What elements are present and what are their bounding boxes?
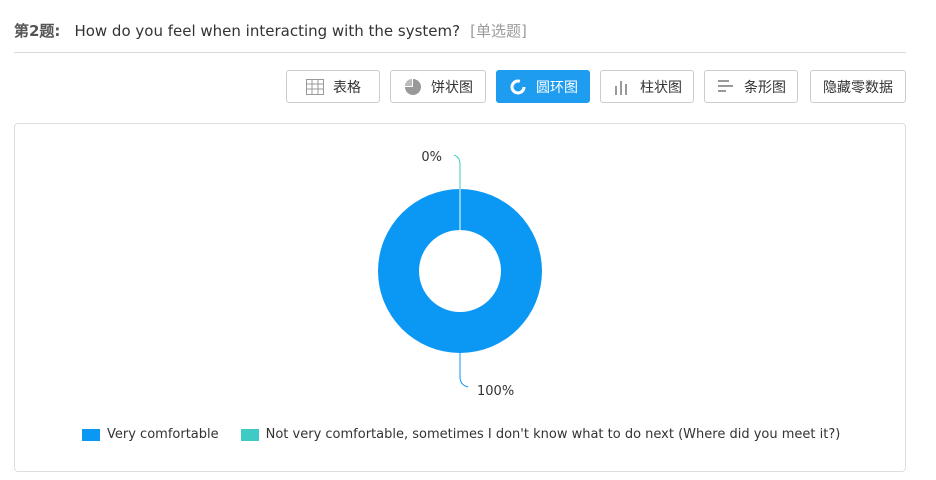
header-divider — [14, 52, 906, 53]
data-label-0: 100% — [477, 384, 514, 399]
table-view-label: 表格 — [333, 79, 361, 96]
legend-label-1: Not very comfortable, sometimes I don't … — [265, 427, 841, 442]
hide-zero-data-button[interactable]: 隐藏零数据 — [810, 70, 906, 103]
donut-chart-label: 圆环图 — [536, 79, 578, 96]
legend-label-0: Very comfortable — [107, 427, 219, 442]
legend-item-0[interactable]: Very comfortable — [82, 427, 219, 442]
horizontal-bar-chart-button[interactable]: 条形图 — [704, 70, 798, 103]
bar-chart-label: 柱状图 — [640, 79, 682, 96]
question-header: 第2题: How do you feel when interacting wit… — [14, 20, 906, 44]
legend-swatch-0 — [82, 428, 100, 441]
legend-swatch-1 — [240, 428, 259, 441]
bar-chart-icon — [612, 77, 632, 97]
donut-chart-button[interactable]: 圆环图 — [496, 70, 590, 103]
donut-slice-0[interactable] — [378, 189, 542, 353]
chart-container — [14, 123, 906, 472]
horizontal-bar-chart-icon — [716, 77, 736, 97]
legend-item-1[interactable]: Not very comfortable, sometimes I don't … — [240, 427, 841, 442]
pie-chart-button[interactable]: 饼状图 — [390, 70, 486, 103]
bar-chart-button[interactable]: 柱状图 — [600, 70, 694, 103]
question-type-tag: [单选题] — [470, 22, 527, 40]
chart-legend: Very comfortable Not very comfortable, so… — [82, 427, 862, 443]
table-view-button[interactable]: 表格 — [286, 70, 380, 103]
data-label-1: 0% — [421, 150, 442, 165]
question-number: 第2题: — [14, 22, 61, 40]
leader-line-1 — [453, 154, 461, 189]
leader-line-0 — [459, 353, 469, 388]
question-text: How do you feel when interacting with th… — [74, 22, 461, 40]
table-icon — [305, 77, 325, 97]
pie-chart-icon — [403, 77, 423, 97]
horizontal-bar-chart-label: 条形图 — [744, 79, 786, 96]
pie-chart-label: 饼状图 — [431, 79, 473, 96]
donut-chart-icon — [508, 77, 528, 97]
hide-zero-data-label: 隐藏零数据 — [823, 79, 893, 96]
